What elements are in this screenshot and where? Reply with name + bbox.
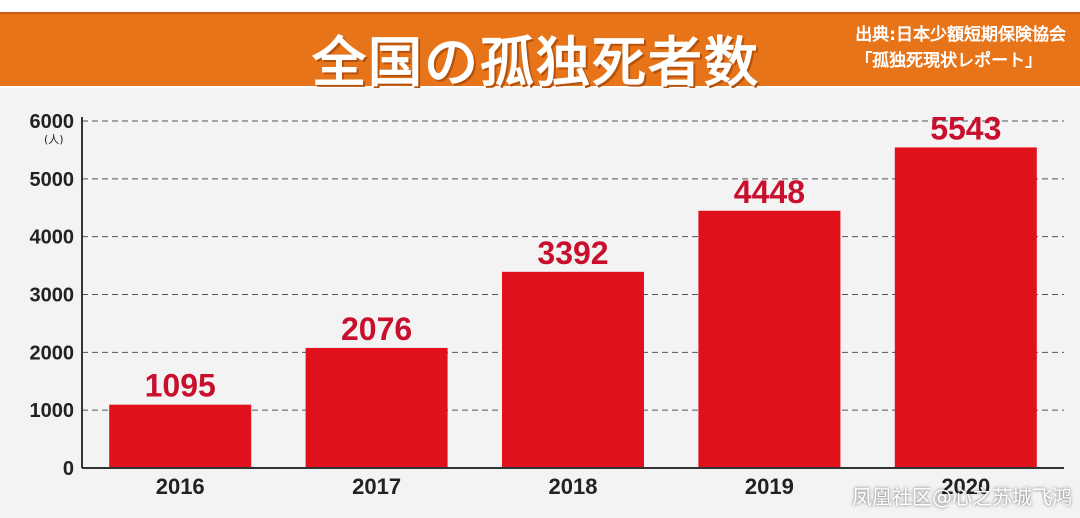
- x-tick-label: 2018: [549, 474, 598, 499]
- title-banner: 全国の孤独死者数 出典:日本少額短期保険協会 「孤独死現状レポート」: [0, 12, 1080, 94]
- watermark: 凤凰社区@心之苏城飞鸿: [852, 485, 1072, 509]
- y-tick-label: 4000: [30, 227, 75, 249]
- bars: [109, 147, 1037, 468]
- x-tick-label: 2017: [352, 474, 401, 499]
- y-axis-unit: (人): [44, 133, 64, 146]
- data-label-2018: 3392: [537, 235, 608, 271]
- bar-2017: [305, 347, 448, 468]
- y-tick-label: 2000: [30, 342, 75, 364]
- chart-title: 全国の孤独死者数: [312, 31, 760, 94]
- y-tick-label: 5000: [30, 169, 75, 191]
- chart-area: 0 1000 2000 3000 4000 5000 6000 (人) 1095 2076 33…: [0, 88, 1080, 518]
- data-label-2017: 2076: [341, 311, 412, 347]
- source-line-1: 出典:日本少額短期保険協会: [855, 25, 1066, 45]
- bar-2016: [109, 404, 252, 468]
- bar-2020: [894, 147, 1037, 468]
- x-tick-label: 2019: [745, 474, 794, 499]
- data-labels: 1095 2076 3392 4448 5543: [145, 110, 1002, 403]
- source-note: 出典:日本少額短期保険協会 「孤独死現状レポート」: [855, 22, 1066, 74]
- bar-chart: 0 1000 2000 3000 4000 5000 6000 (人) 1095 2076 33…: [30, 110, 1064, 499]
- data-label-2020: 5543: [930, 110, 1001, 146]
- data-label-2016: 1095: [145, 368, 216, 404]
- x-tick-label: 2020: [941, 474, 990, 499]
- x-tick-label: 2016: [156, 474, 205, 499]
- y-tick-label: 1000: [30, 400, 75, 422]
- bar-2018: [502, 271, 644, 468]
- y-tick-label: 3000: [30, 285, 75, 307]
- data-label-2019: 4448: [734, 174, 805, 210]
- x-axis-labels: 2016 2017 2018 2019 2020: [156, 474, 991, 499]
- source-line-2: 「孤独死現状レポート」: [855, 51, 1043, 71]
- y-tick-label: 6000: [30, 111, 75, 133]
- bar-2019: [698, 210, 841, 468]
- y-axis-ticks: 0 1000 2000 3000 4000 5000 6000: [30, 111, 75, 480]
- y-tick-label: 0: [63, 458, 74, 480]
